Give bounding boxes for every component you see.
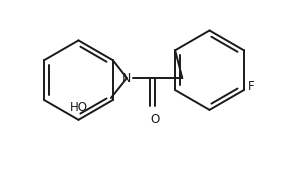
Text: HO: HO: [70, 101, 87, 114]
Text: O: O: [150, 113, 159, 126]
Text: F: F: [248, 80, 254, 93]
Text: N: N: [122, 72, 131, 85]
